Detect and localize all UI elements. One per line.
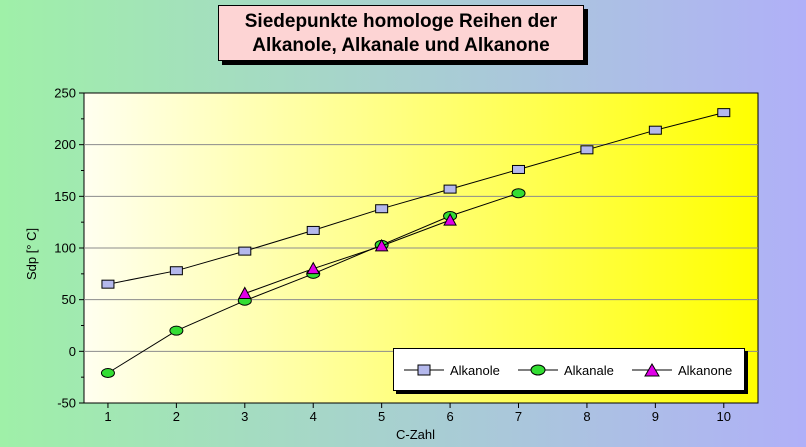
- data-point-alkanole: [648, 125, 662, 135]
- data-point-alkanale: [100, 368, 115, 379]
- series-alkanole: [101, 108, 731, 289]
- chart-title-line1: Siedepunkte homologe Reihen der: [244, 11, 558, 32]
- y-tick-label: 50: [62, 292, 76, 307]
- x-tick-label: 3: [241, 409, 248, 424]
- x-tick-label: 5: [378, 409, 385, 424]
- data-point-alkanole: [306, 225, 320, 235]
- x-tick-label: 6: [446, 409, 453, 424]
- legend-label-alkanale: Alkanale: [564, 362, 614, 378]
- y-tick-label: 100: [54, 241, 76, 256]
- x-tick-label: 4: [310, 409, 317, 424]
- legend-item-alkanole: Alkanole: [404, 360, 500, 380]
- data-point-alkanole: [717, 108, 731, 118]
- series-alkanone: [237, 213, 457, 299]
- data-point-alkanole: [512, 164, 526, 174]
- data-point-alkanole: [375, 204, 389, 214]
- data-point-alkanone: [443, 213, 457, 226]
- axis-ticks: -50 0 50 100 150 200 250 1 2 3 4 5 6 7 8 9 10: [54, 86, 731, 425]
- series-line-alkanole: [107, 112, 724, 285]
- legend-label-alkanole: Alkanole: [450, 362, 500, 378]
- legend-item-alkanone: Alkanone: [632, 360, 732, 380]
- y-tick-label: 0: [69, 344, 76, 359]
- data-point-alkanole: [101, 279, 115, 289]
- gridlines: [84, 144, 758, 352]
- legend-item-alkanale: Alkanale: [518, 360, 614, 380]
- data-point-alkanone: [374, 238, 389, 252]
- data-point-alkanale: [169, 325, 184, 336]
- x-tick-label: 10: [717, 409, 731, 424]
- x-tick-label: 7: [515, 409, 522, 424]
- series-line-alkanone: [244, 219, 451, 294]
- y-tick-label: 250: [54, 86, 76, 101]
- y-tick-label: 200: [54, 137, 76, 152]
- y-axis-label: Sdp [° C]: [24, 227, 39, 280]
- data-point-alkanole: [443, 184, 457, 194]
- chart-title: Siedepunkte homologe Reihen der Alkanole…: [218, 5, 584, 61]
- x-tick-label: 1: [104, 409, 111, 424]
- data-point-alkanone: [237, 286, 252, 299]
- data-point-alkanone: [306, 261, 321, 275]
- y-tick-label: 150: [54, 189, 76, 204]
- legend-marker-square-icon: [404, 364, 444, 376]
- chart-title-line2: Alkanole, Alkanale und Alkanone: [252, 35, 550, 56]
- x-tick-label: 9: [652, 409, 659, 424]
- legend: Alkanole Alkanale Alkanone: [393, 348, 745, 391]
- series-group: [100, 108, 731, 379]
- x-axis-label: C-Zahl: [396, 427, 436, 442]
- x-tick-label: 8: [583, 409, 590, 424]
- data-point-alkanole: [238, 246, 252, 256]
- y-tick-label: -50: [57, 396, 76, 411]
- data-point-alkanole: [169, 266, 183, 276]
- data-point-alkanole: [580, 145, 594, 155]
- x-tick-label: 2: [173, 409, 180, 424]
- data-point-alkanale: [511, 188, 526, 199]
- legend-label-alkanone: Alkanone: [678, 362, 733, 378]
- legend-marker-circle-icon: [518, 364, 558, 376]
- legend-marker-triangle-icon: [632, 363, 672, 377]
